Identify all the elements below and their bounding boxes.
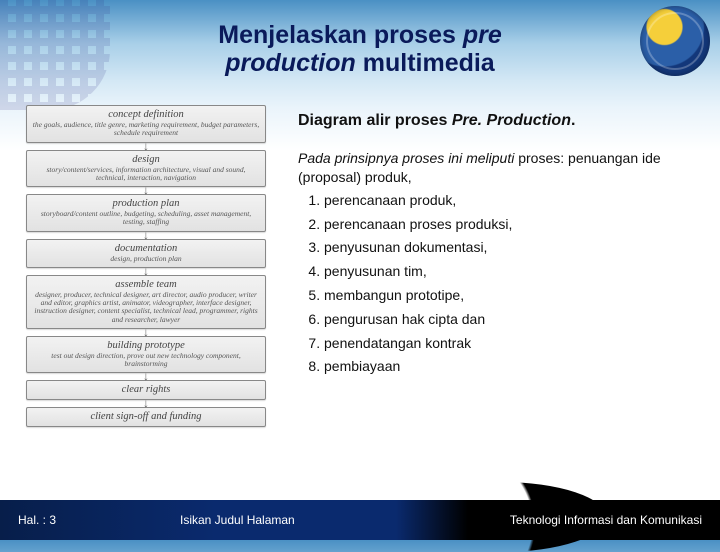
flow-step-title: clear rights	[31, 384, 261, 395]
flow-step-title: design	[31, 154, 261, 165]
footer-center: Isikan Judul Halaman	[120, 513, 480, 527]
list-item: penyusunan dokumentasi,	[324, 236, 692, 260]
flow-step-detail: test out design direction, prove out new…	[31, 352, 261, 369]
page-title: Menjelaskan proses pre production multim…	[0, 22, 720, 77]
list-item: pembiayaan	[324, 355, 692, 379]
process-list: perencanaan produk,perencanaan proses pr…	[324, 189, 692, 379]
text-column: Diagram alir proses Pre. Production. Pad…	[280, 105, 720, 500]
title-part-2: multimedia	[356, 49, 495, 77]
flow-arrow-icon: ↓	[22, 329, 270, 336]
list-item: pengurusan hak cipta dan	[324, 308, 692, 332]
flow-arrow-icon: ↓	[22, 373, 270, 380]
intro-a: Pada prinsipnya proses ini meliputi	[298, 150, 518, 166]
list-item: perencanaan proses produksi,	[324, 213, 692, 237]
flow-arrow-icon: ↓	[22, 143, 270, 150]
flow-step-title: production plan	[31, 198, 261, 209]
flow-step: production planstoryboard/content outlin…	[26, 194, 266, 232]
intro-text: Pada prinsipnya proses ini meliputi pros…	[298, 149, 692, 187]
flow-step-detail: design, production plan	[31, 255, 261, 263]
flow-arrow-icon: ↓	[22, 400, 270, 407]
title-italic-2: production	[225, 49, 356, 77]
flow-arrow-icon: ↓	[22, 268, 270, 275]
subtitle-b: Pre. Production	[452, 112, 571, 129]
flow-step: building prototypetest out design direct…	[26, 336, 266, 374]
flow-step-title: documentation	[31, 243, 261, 254]
flow-step-title: assemble team	[31, 279, 261, 290]
content-area: concept definitionthe goals, audience, t…	[0, 105, 720, 500]
flow-step-title: building prototype	[31, 340, 261, 351]
footer-right: Teknologi Informasi dan Komunikasi	[480, 513, 720, 527]
flow-step: client sign-off and funding	[26, 407, 266, 427]
flow-step-detail: story/content/services, information arch…	[31, 166, 261, 183]
flow-step-title: concept definition	[31, 109, 261, 120]
list-item: penendatangan kontrak	[324, 332, 692, 356]
subtitle-c: .	[571, 112, 575, 129]
list-item: perencanaan produk,	[324, 189, 692, 213]
flow-diagram: concept definitionthe goals, audience, t…	[0, 105, 280, 500]
flow-step-title: client sign-off and funding	[31, 411, 261, 422]
flow-step-detail: designer, producer, technical designer, …	[31, 291, 261, 324]
subtitle: Diagram alir proses Pre. Production.	[298, 111, 692, 131]
footer-page: Hal. : 3	[0, 513, 120, 527]
flow-step: assemble teamdesigner, producer, technic…	[26, 275, 266, 329]
flow-step: designstory/content/services, informatio…	[26, 150, 266, 188]
list-item: penyusunan tim,	[324, 260, 692, 284]
title-italic-1: pre	[463, 21, 502, 49]
flow-step-detail: storyboard/content outline, budgeting, s…	[31, 210, 261, 227]
flow-arrow-icon: ↓	[22, 187, 270, 194]
flow-arrow-icon: ↓	[22, 232, 270, 239]
title-part-1: Menjelaskan proses	[218, 21, 463, 49]
subtitle-a: Diagram alir proses	[298, 112, 452, 129]
flow-step: concept definitionthe goals, audience, t…	[26, 105, 266, 143]
footer-bar: Hal. : 3 Isikan Judul Halaman Teknologi …	[0, 500, 720, 540]
flow-step-detail: the goals, audience, title genre, market…	[31, 121, 261, 138]
list-item: membangun prototipe,	[324, 284, 692, 308]
